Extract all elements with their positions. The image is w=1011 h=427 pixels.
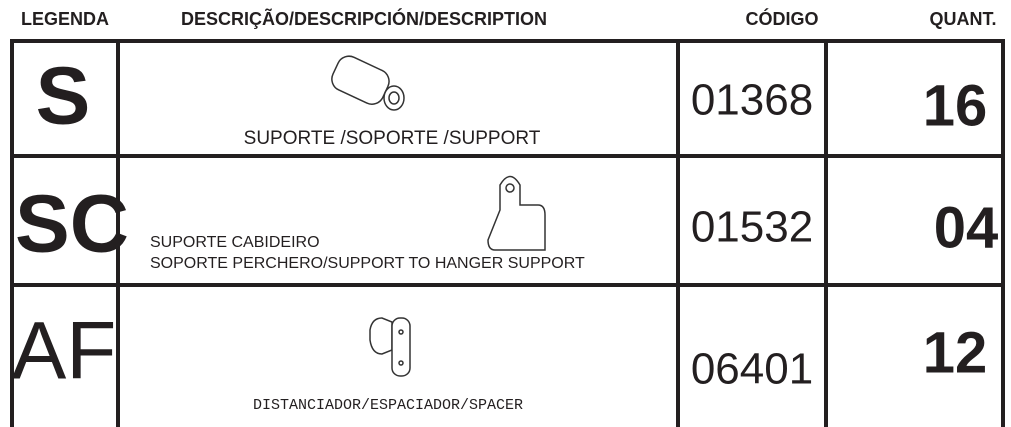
description: SUPORTE CABIDEIRO xyxy=(150,234,320,251)
hanger-icon xyxy=(487,175,546,251)
legend: AF xyxy=(12,306,117,397)
header-legend: LEGENDA xyxy=(21,9,109,29)
legend: SC xyxy=(15,179,129,270)
description: SOPORTE PERCHERO/SUPPORT TO HANGER SUPPO… xyxy=(150,255,585,272)
header-code: CÓDIGO xyxy=(745,8,818,29)
quantity: 16 xyxy=(923,73,988,138)
description: SUPORTE /SOPORTE /SUPPORT xyxy=(244,128,541,149)
description: DISTANCIADOR/ESPACIADOR/SPACER xyxy=(253,397,523,414)
quantity: 12 xyxy=(923,320,988,385)
code: 01368 xyxy=(691,76,813,125)
quantity: 04 xyxy=(934,195,999,260)
code: 01532 xyxy=(691,203,813,252)
legend: S xyxy=(36,51,91,142)
code: 06401 xyxy=(691,345,813,394)
support-icon xyxy=(331,55,405,111)
spacer-icon xyxy=(369,317,411,377)
header-description: DESCRIÇÃO/DESCRIPCIÓN/DESCRIPTION xyxy=(181,8,547,29)
header-quantity: QUANT. xyxy=(930,9,997,29)
table-grid xyxy=(10,39,1005,427)
